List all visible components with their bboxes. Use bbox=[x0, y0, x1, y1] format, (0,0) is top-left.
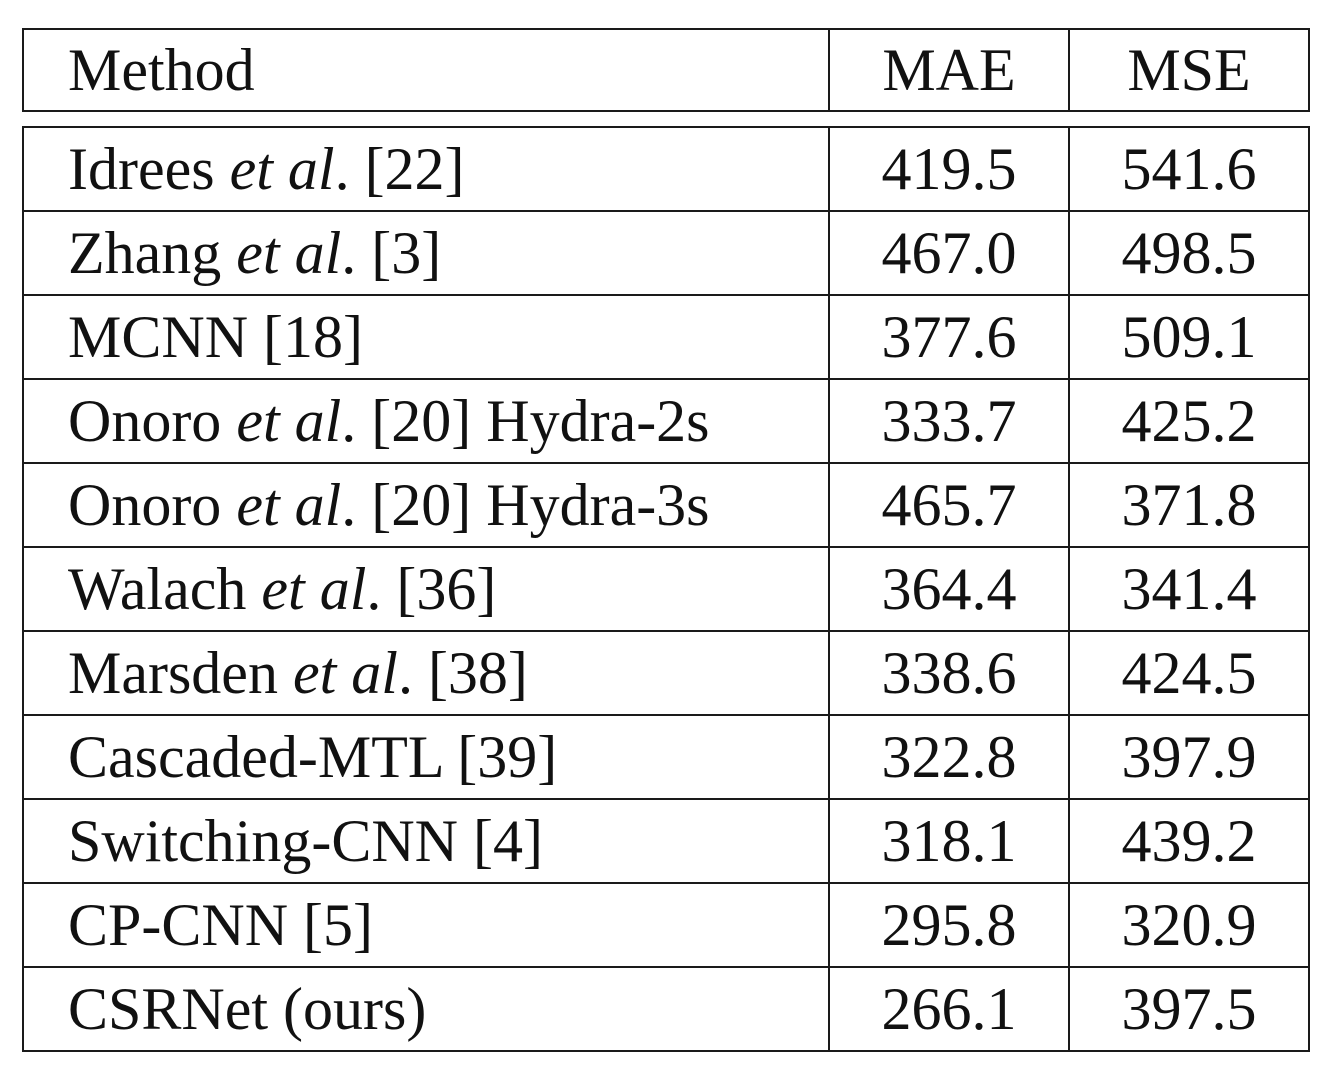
method-citation: . [38] bbox=[397, 640, 528, 706]
mse-cell: 439.2 bbox=[1068, 798, 1310, 884]
method-cell: Onoro et al. [20] Hydra-2s bbox=[22, 378, 830, 464]
mae-cell: 419.5 bbox=[828, 126, 1070, 212]
table-row: Onoro et al. [20] Hydra-2s 333.7 425.2 bbox=[22, 378, 1310, 464]
method-name: Cascaded-MTL [39] bbox=[68, 724, 558, 790]
table-row: CP-CNN [5] 295.8 320.9 bbox=[22, 882, 1310, 968]
method-cell: Walach et al. [36] bbox=[22, 546, 830, 632]
mse-cell: 397.5 bbox=[1068, 966, 1310, 1052]
mae-cell: 465.7 bbox=[828, 462, 1070, 548]
mae-cell: 467.0 bbox=[828, 210, 1070, 296]
results-table-header: Method MAE MSE bbox=[22, 28, 1310, 112]
results-rows: Idrees et al. [22] 419.5 541.6 Zhang et al.… bbox=[22, 126, 1310, 1052]
column-header-mse: MSE bbox=[1068, 28, 1310, 112]
method-citation: . [36] bbox=[366, 556, 497, 622]
table-row: Idrees et al. [22] 419.5 541.6 bbox=[22, 126, 1310, 212]
method-cell: CP-CNN [5] bbox=[22, 882, 830, 968]
column-header-mae: MAE bbox=[828, 28, 1070, 112]
mse-cell: 541.6 bbox=[1068, 126, 1310, 212]
method-name: Onoro bbox=[68, 388, 222, 454]
table-row: Marsden et al. [38] 338.6 424.5 bbox=[22, 630, 1310, 716]
method-citation: . [22] bbox=[334, 136, 465, 202]
method-citation: . [3] bbox=[341, 220, 442, 286]
mae-cell: 322.8 bbox=[828, 714, 1070, 800]
method-cell: Idrees et al. [22] bbox=[22, 126, 830, 212]
header-row: Method MAE MSE bbox=[22, 28, 1310, 112]
method-name: CP-CNN [5] bbox=[68, 892, 374, 958]
method-name: Zhang bbox=[68, 220, 222, 286]
mse-cell: 371.8 bbox=[1068, 462, 1310, 548]
mse-cell: 397.9 bbox=[1068, 714, 1310, 800]
method-name: Switching-CNN [4] bbox=[68, 808, 543, 874]
method-citation: . [20] Hydra-2s bbox=[341, 388, 710, 454]
table-row: Switching-CNN [4] 318.1 439.2 bbox=[22, 798, 1310, 884]
method-name: Idrees bbox=[68, 136, 215, 202]
method-cell: Switching-CNN [4] bbox=[22, 798, 830, 884]
mae-cell: 333.7 bbox=[828, 378, 1070, 464]
mse-cell: 341.4 bbox=[1068, 546, 1310, 632]
table-row: Zhang et al. [3] 467.0 498.5 bbox=[22, 210, 1310, 296]
method-name: MCNN [18] bbox=[68, 304, 363, 370]
method-etal: et al bbox=[229, 136, 335, 202]
column-header-method: Method bbox=[22, 28, 830, 112]
method-citation: . [20] Hydra-3s bbox=[341, 472, 710, 538]
mse-cell: 424.5 bbox=[1068, 630, 1310, 716]
mse-cell: 425.2 bbox=[1068, 378, 1310, 464]
method-name: CSRNet (ours) bbox=[68, 976, 427, 1042]
mae-cell: 377.6 bbox=[828, 294, 1070, 380]
method-cell: Cascaded-MTL [39] bbox=[22, 714, 830, 800]
method-name: Walach bbox=[68, 556, 247, 622]
method-name: Marsden bbox=[68, 640, 278, 706]
table-row: CSRNet (ours) 266.1 397.5 bbox=[22, 966, 1310, 1052]
mae-cell: 364.4 bbox=[828, 546, 1070, 632]
table-row: Walach et al. [36] 364.4 341.4 bbox=[22, 546, 1310, 632]
method-cell: CSRNet (ours) bbox=[22, 966, 830, 1052]
table-row: MCNN [18] 377.6 509.1 bbox=[22, 294, 1310, 380]
table-row: Onoro et al. [20] Hydra-3s 465.7 371.8 bbox=[22, 462, 1310, 548]
mse-cell: 320.9 bbox=[1068, 882, 1310, 968]
table-row: Cascaded-MTL [39] 322.8 397.9 bbox=[22, 714, 1310, 800]
method-cell: Marsden et al. [38] bbox=[22, 630, 830, 716]
method-etal: et al bbox=[261, 556, 367, 622]
method-etal: et al bbox=[236, 388, 342, 454]
results-table-body: Idrees et al. [22] 419.5 541.6 Zhang et al.… bbox=[22, 126, 1310, 1052]
mae-cell: 295.8 bbox=[828, 882, 1070, 968]
mae-cell: 318.1 bbox=[828, 798, 1070, 884]
mae-cell: 266.1 bbox=[828, 966, 1070, 1052]
method-cell: MCNN [18] bbox=[22, 294, 830, 380]
method-etal: et al bbox=[236, 220, 342, 286]
method-name: Onoro bbox=[68, 472, 222, 538]
mse-cell: 509.1 bbox=[1068, 294, 1310, 380]
mse-cell: 498.5 bbox=[1068, 210, 1310, 296]
method-cell: Zhang et al. [3] bbox=[22, 210, 830, 296]
mae-cell: 338.6 bbox=[828, 630, 1070, 716]
method-cell: Onoro et al. [20] Hydra-3s bbox=[22, 462, 830, 548]
method-etal: et al bbox=[236, 472, 342, 538]
method-etal: et al bbox=[292, 640, 398, 706]
